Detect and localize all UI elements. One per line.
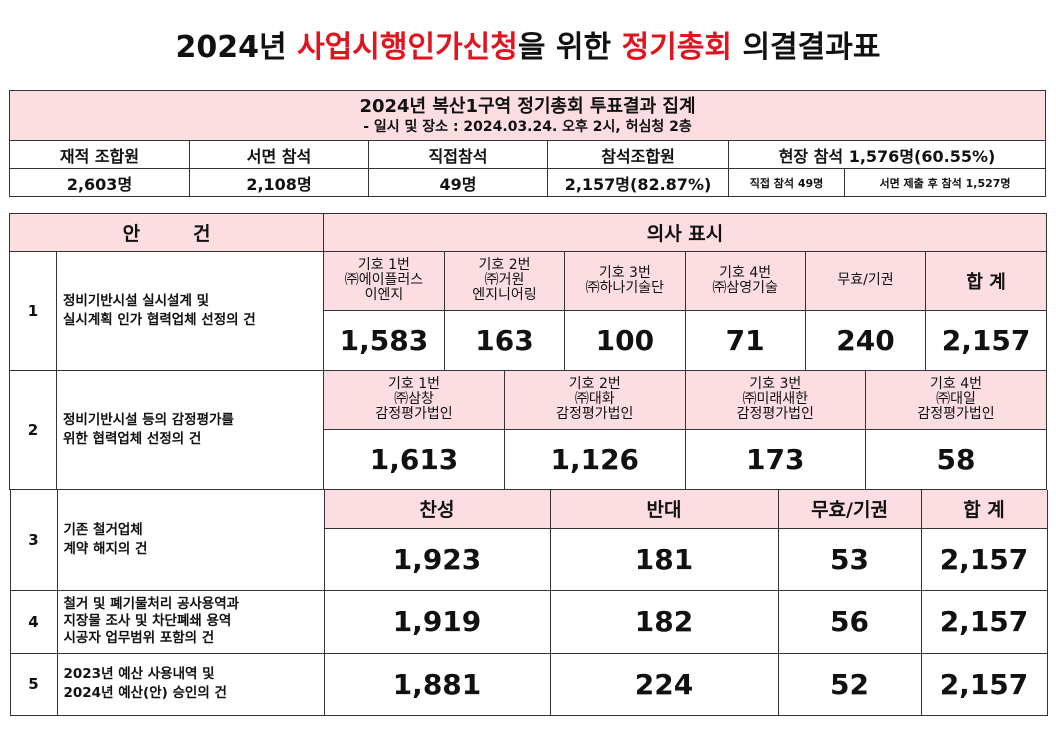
candidate-label: 기호 4번 ㈜대일 감정평가법인 — [865, 371, 1047, 430]
vote-no: 182 — [549, 589, 779, 654]
summary-table: 2024년 복산1구역 정기총회 투표결과 집계 - 일시 및 장소 : 202… — [9, 90, 1046, 197]
item-text: 정비기반시설 실시설계 및 실시계획 인가 협력업체 선정의 건 — [55, 251, 325, 371]
summary-heading-cell: 2024년 복산1구역 정기총회 투표결과 집계 - 일시 및 장소 : 202… — [9, 90, 1046, 141]
title-highlight: 정기총회 — [621, 30, 732, 65]
vote-total: 2,157 — [920, 527, 1048, 591]
vote-invalid: 53 — [777, 527, 922, 591]
header-direct: 직접참석 — [368, 140, 548, 169]
item-number: 5 — [9, 652, 58, 716]
candidate-label: 기호 4번 ㈜삼영기술 — [684, 252, 806, 311]
candidate-label: 기호 2번 ㈜거원 엔지니어링 — [443, 252, 566, 311]
simple-votes-grid: 3 기존 철거업체 계약 해지의 건 찬성 반대 무효/기권 합 계 1,923… — [9, 490, 1048, 716]
agenda-header: 안 건 — [8, 213, 325, 252]
candidate-label: 기호 3번 ㈜하나기술단 — [564, 252, 686, 311]
item-text: 철거 및 폐기물처리 공사용역과 지장물 조사 및 차단폐쇄 용역 시공자 업무… — [56, 589, 325, 654]
page-title: 2024년 사업시행인가신청을 위한 정기총회 의결결과표 — [0, 22, 1056, 66]
vote-count: 240 — [804, 309, 927, 370]
item-number: 2 — [9, 370, 57, 490]
item-text: 기존 철거업체 계약 해지의 건 — [56, 490, 325, 591]
item-text: 정비기반시설 등의 감정평가를 위한 협력업체 선정의 건 — [55, 370, 325, 490]
value-direct: 49명 — [368, 168, 548, 197]
header-written: 서면 참석 — [189, 140, 369, 169]
simple-votes-block: 3 기존 철거업체 계약 해지의 건 찬성 반대 무효/기권 합 계 1,923… — [9, 490, 1048, 716]
vote-count: 1,583 — [324, 309, 445, 370]
votes-grid: 기호 1번 ㈜삼창 감정평가법인 기호 2번 ㈜대화 감정평가법인 기호 3번 … — [324, 371, 1047, 489]
vote-no: 224 — [549, 652, 779, 716]
value-attending: 2,157명(82.87%) — [547, 168, 729, 197]
candidate-label: 기호 1번 ㈜에이플러스 이엔지 — [324, 252, 445, 311]
vote-count: 1,126 — [504, 428, 686, 489]
vote-total: 2,157 — [920, 589, 1048, 654]
vote-count: 1,613 — [324, 428, 506, 489]
votes-grid: 기호 1번 ㈜에이플러스 이엔지 기호 2번 ㈜거원 엔지니어링 기호 3번 ㈜… — [324, 252, 1047, 370]
vote-count: 163 — [443, 309, 566, 370]
vote-count: 100 — [564, 309, 686, 370]
vote-no: 181 — [549, 527, 779, 591]
item-votes: 기호 1번 ㈜에이플러스 이엔지 기호 2번 ㈜거원 엔지니어링 기호 3번 ㈜… — [323, 251, 1048, 371]
item-number: 1 — [9, 251, 57, 371]
total-label: 합 계 — [925, 252, 1047, 311]
col-invalid: 무효/기권 — [777, 490, 922, 529]
candidate-label: 기호 2번 ㈜대화 감정평가법인 — [504, 371, 686, 430]
col-no: 반대 — [549, 490, 779, 529]
vote-yes: 1,919 — [323, 589, 551, 654]
col-yes: 찬성 — [323, 490, 551, 529]
item-text: 2023년 예산 사용내역 및 2024년 예산(안) 승인의 건 — [56, 652, 325, 716]
col-total: 합 계 — [920, 490, 1048, 529]
value-total-members: 2,603명 — [9, 168, 190, 197]
candidate-label: 기호 3번 ㈜미래새한 감정평가법인 — [684, 371, 867, 430]
vote-invalid: 56 — [777, 589, 922, 654]
header-attending: 참석조합원 — [547, 140, 729, 169]
vote-header: 의사 표시 — [323, 213, 1048, 252]
item-number: 4 — [9, 589, 58, 654]
vote-invalid: 52 — [777, 652, 922, 716]
item-votes: 기호 1번 ㈜삼창 감정평가법인 기호 2번 ㈜대화 감정평가법인 기호 3번 … — [323, 370, 1048, 490]
invalid-label: 무효/기권 — [804, 252, 927, 311]
candidate-label: 기호 1번 ㈜삼창 감정평가법인 — [324, 371, 506, 430]
vote-yes: 1,923 — [323, 527, 551, 591]
vote-count: 71 — [684, 309, 806, 370]
vote-count: 58 — [865, 428, 1047, 489]
header-onsite: 현장 참석 1,576명(60.55%) — [728, 140, 1046, 169]
value-onsite-direct: 직접 참석 49명 — [728, 168, 845, 197]
summary-heading: 2024년 복산1구역 정기총회 투표결과 집계 — [359, 95, 696, 117]
vote-table: 안 건 의사 표시 1 정비기반시설 실시설계 및 실시계획 인가 협력업체 선… — [8, 213, 1048, 716]
title-highlight: 사업시행인가신청 — [297, 30, 518, 65]
title-part: 을 위한 — [517, 30, 622, 65]
value-written: 2,108명 — [189, 168, 369, 197]
item-number: 3 — [9, 490, 58, 591]
title-part: 2024년 — [175, 30, 298, 65]
vote-yes: 1,881 — [323, 652, 551, 716]
value-onsite-written: 서면 제출 후 참석 1,527명 — [844, 168, 1046, 197]
vote-total: 2,157 — [925, 309, 1047, 370]
header-total-members: 재적 조합원 — [9, 140, 190, 169]
vote-total: 2,157 — [920, 652, 1048, 716]
title-part: 의결결과표 — [732, 30, 881, 65]
vote-count: 173 — [684, 428, 867, 489]
summary-subheading: - 일시 및 장소 : 2024.03.24. 오후 2시, 허심청 2층 — [363, 118, 692, 135]
